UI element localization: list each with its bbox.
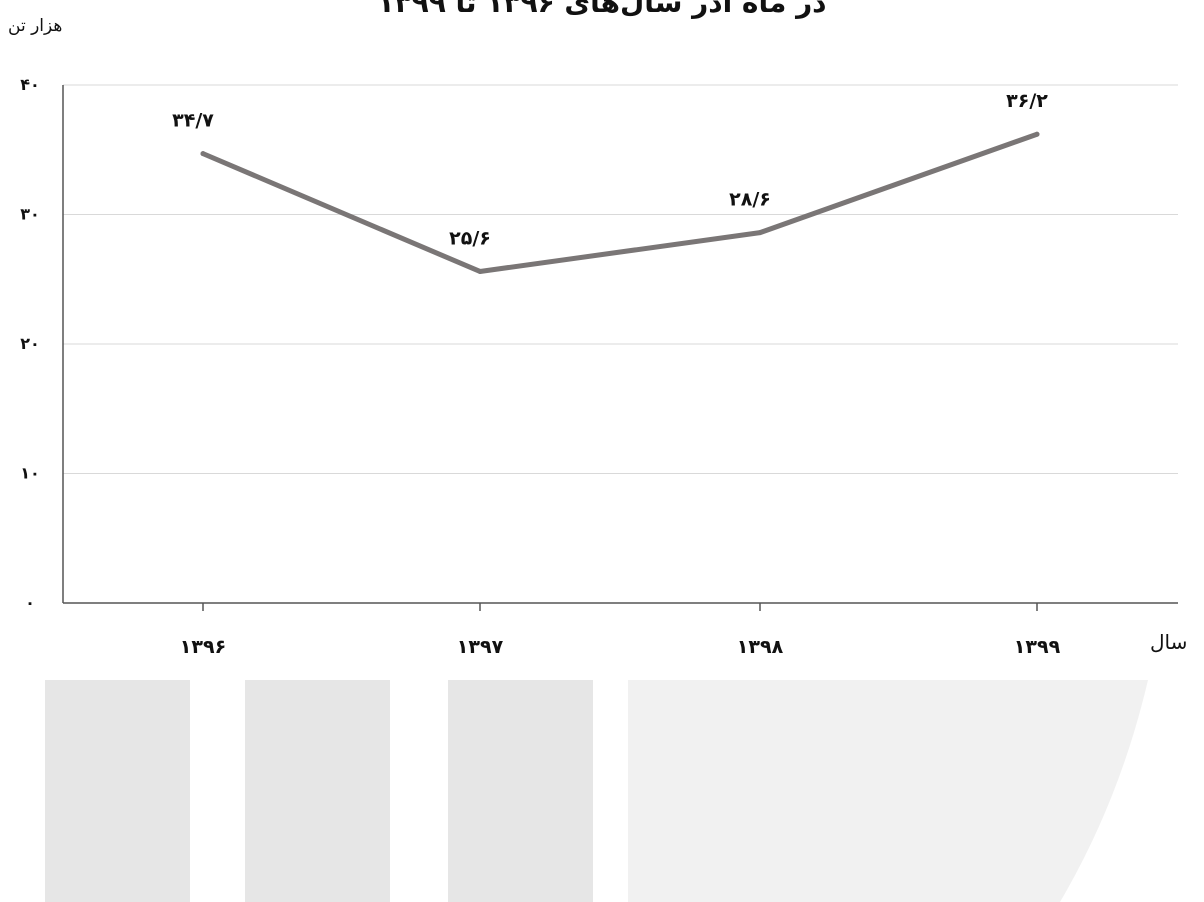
x-tick-label: ۱۳۹۶ (180, 636, 226, 658)
y-tick-label: ۱۰ (20, 464, 40, 483)
data-point (1034, 131, 1040, 137)
x-axis-unit-label: سال (1150, 630, 1188, 654)
y-axis-unit-label: هزار تن (8, 16, 63, 36)
data-point (200, 151, 206, 157)
x-tick-label: ۱۳۹۸ (737, 636, 784, 658)
y-tick-label: ۳۰ (20, 205, 40, 224)
y-tick-label: ۲۰ (20, 334, 40, 353)
data-label: ۳۶/۲ (1006, 90, 1048, 112)
data-label: ۳۴/۷ (172, 110, 214, 132)
background-watermark (45, 680, 1148, 902)
x-tick-label: ۱۳۹۷ (457, 636, 504, 658)
data-point (477, 268, 483, 274)
y-tick-label: ۰ (25, 593, 35, 612)
x-tick-label: ۱۳۹۹ (1014, 636, 1061, 658)
data-point (757, 230, 763, 236)
chart-title: در ماه آذر سال‌های ۱۳۹۶ تا ۱۳۹۹ (377, 0, 827, 19)
series-line (200, 131, 1040, 274)
y-tick-label: ۴۰ (20, 75, 40, 94)
data-label: ۲۸/۶ (729, 189, 771, 211)
data-label: ۲۵/۶ (449, 227, 491, 249)
